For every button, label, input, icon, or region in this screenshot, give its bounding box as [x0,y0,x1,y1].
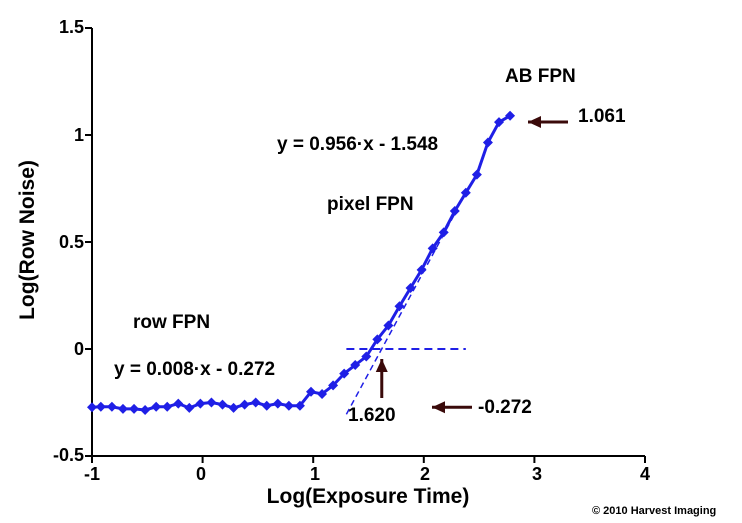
annotation-pixel-fpn: pixel FPN [327,194,414,215]
ab-level-arrow-head [528,115,541,128]
y-tick-label: 0.5 [59,232,84,252]
data-point-marker [471,169,482,180]
data-point-marker [405,283,416,294]
y-tick-label: 1.5 [59,17,84,37]
copyright-text: © 2010 Harvest Imaging [592,505,716,517]
fit-lines [345,209,458,415]
x-tick-label: 3 [532,464,542,484]
tick-marks [85,27,646,463]
annotation-row-fit-equation: y = 0.008·x - 0.272 [114,359,275,380]
x-intercept-arrow-head [375,359,388,372]
data-point-marker [305,386,316,397]
data-point-marker [317,388,328,399]
annotation-row-fpn: row FPN [133,312,210,333]
data-point-marker [206,397,217,408]
data-point-marker [361,351,372,362]
data-point-marker [195,398,206,409]
x-tick-label: 0 [196,464,206,484]
data-point-marker [294,400,305,411]
row-level-arrow-head [432,401,445,414]
data-point-marker [328,380,339,391]
x-tick-label: 2 [420,464,430,484]
data-point-marker [416,264,427,275]
data-point-marker [494,117,505,128]
data-point-marker [129,403,140,414]
x-tick-label: 4 [640,464,650,484]
data-point-marker [438,227,449,238]
data-point-marker [460,187,471,198]
data-point-marker [106,401,117,412]
series-markers [87,110,516,415]
data-point-marker [272,398,283,409]
data-point-marker [162,401,173,412]
data-point-marker [339,368,350,379]
annotation-x-intercept: 1.620 [348,405,396,426]
x-tick-label: -1 [84,464,100,484]
data-point-marker [505,110,516,121]
annotation-pixel-fit-equation: y = 0.956·x - 1.548 [277,134,438,155]
y-axis-label: Log(Row Noise) [16,160,39,320]
data-point-marker [95,401,106,412]
data-point-marker [217,399,228,410]
data-point-marker [173,398,184,409]
data-point-marker [394,301,405,312]
data-point-marker [383,320,394,331]
annotation-ab-level: 1.061 [578,106,626,127]
data-point-marker [427,243,438,254]
y-tick-label: 1 [74,125,84,145]
data-point-marker [151,401,162,412]
y-tick-label: 0 [74,339,84,359]
annotation-ab-fpn: AB FPN [505,66,576,87]
data-point-marker [87,402,97,413]
data-point-marker [449,205,460,216]
data-point-marker [350,360,361,371]
x-axis-label: Log(Exposure Time) [267,485,470,508]
data-point-marker [372,334,383,345]
annotation-row-level: -0.272 [478,397,532,418]
data-point-marker [140,404,151,415]
data-point-marker [239,399,250,410]
data-point-marker [261,400,272,411]
data-point-marker [117,403,128,414]
data-point-marker [184,402,195,413]
annotation-arrows [375,115,568,414]
data-point-marker [482,137,493,148]
x-tick-label: 1 [310,464,320,484]
data-point-marker [283,400,294,411]
data-point-marker [250,397,261,408]
pixel-fit-line [345,209,458,415]
y-tick-label: -0.5 [53,445,84,465]
data-point-marker [228,402,239,413]
axes [91,28,645,457]
